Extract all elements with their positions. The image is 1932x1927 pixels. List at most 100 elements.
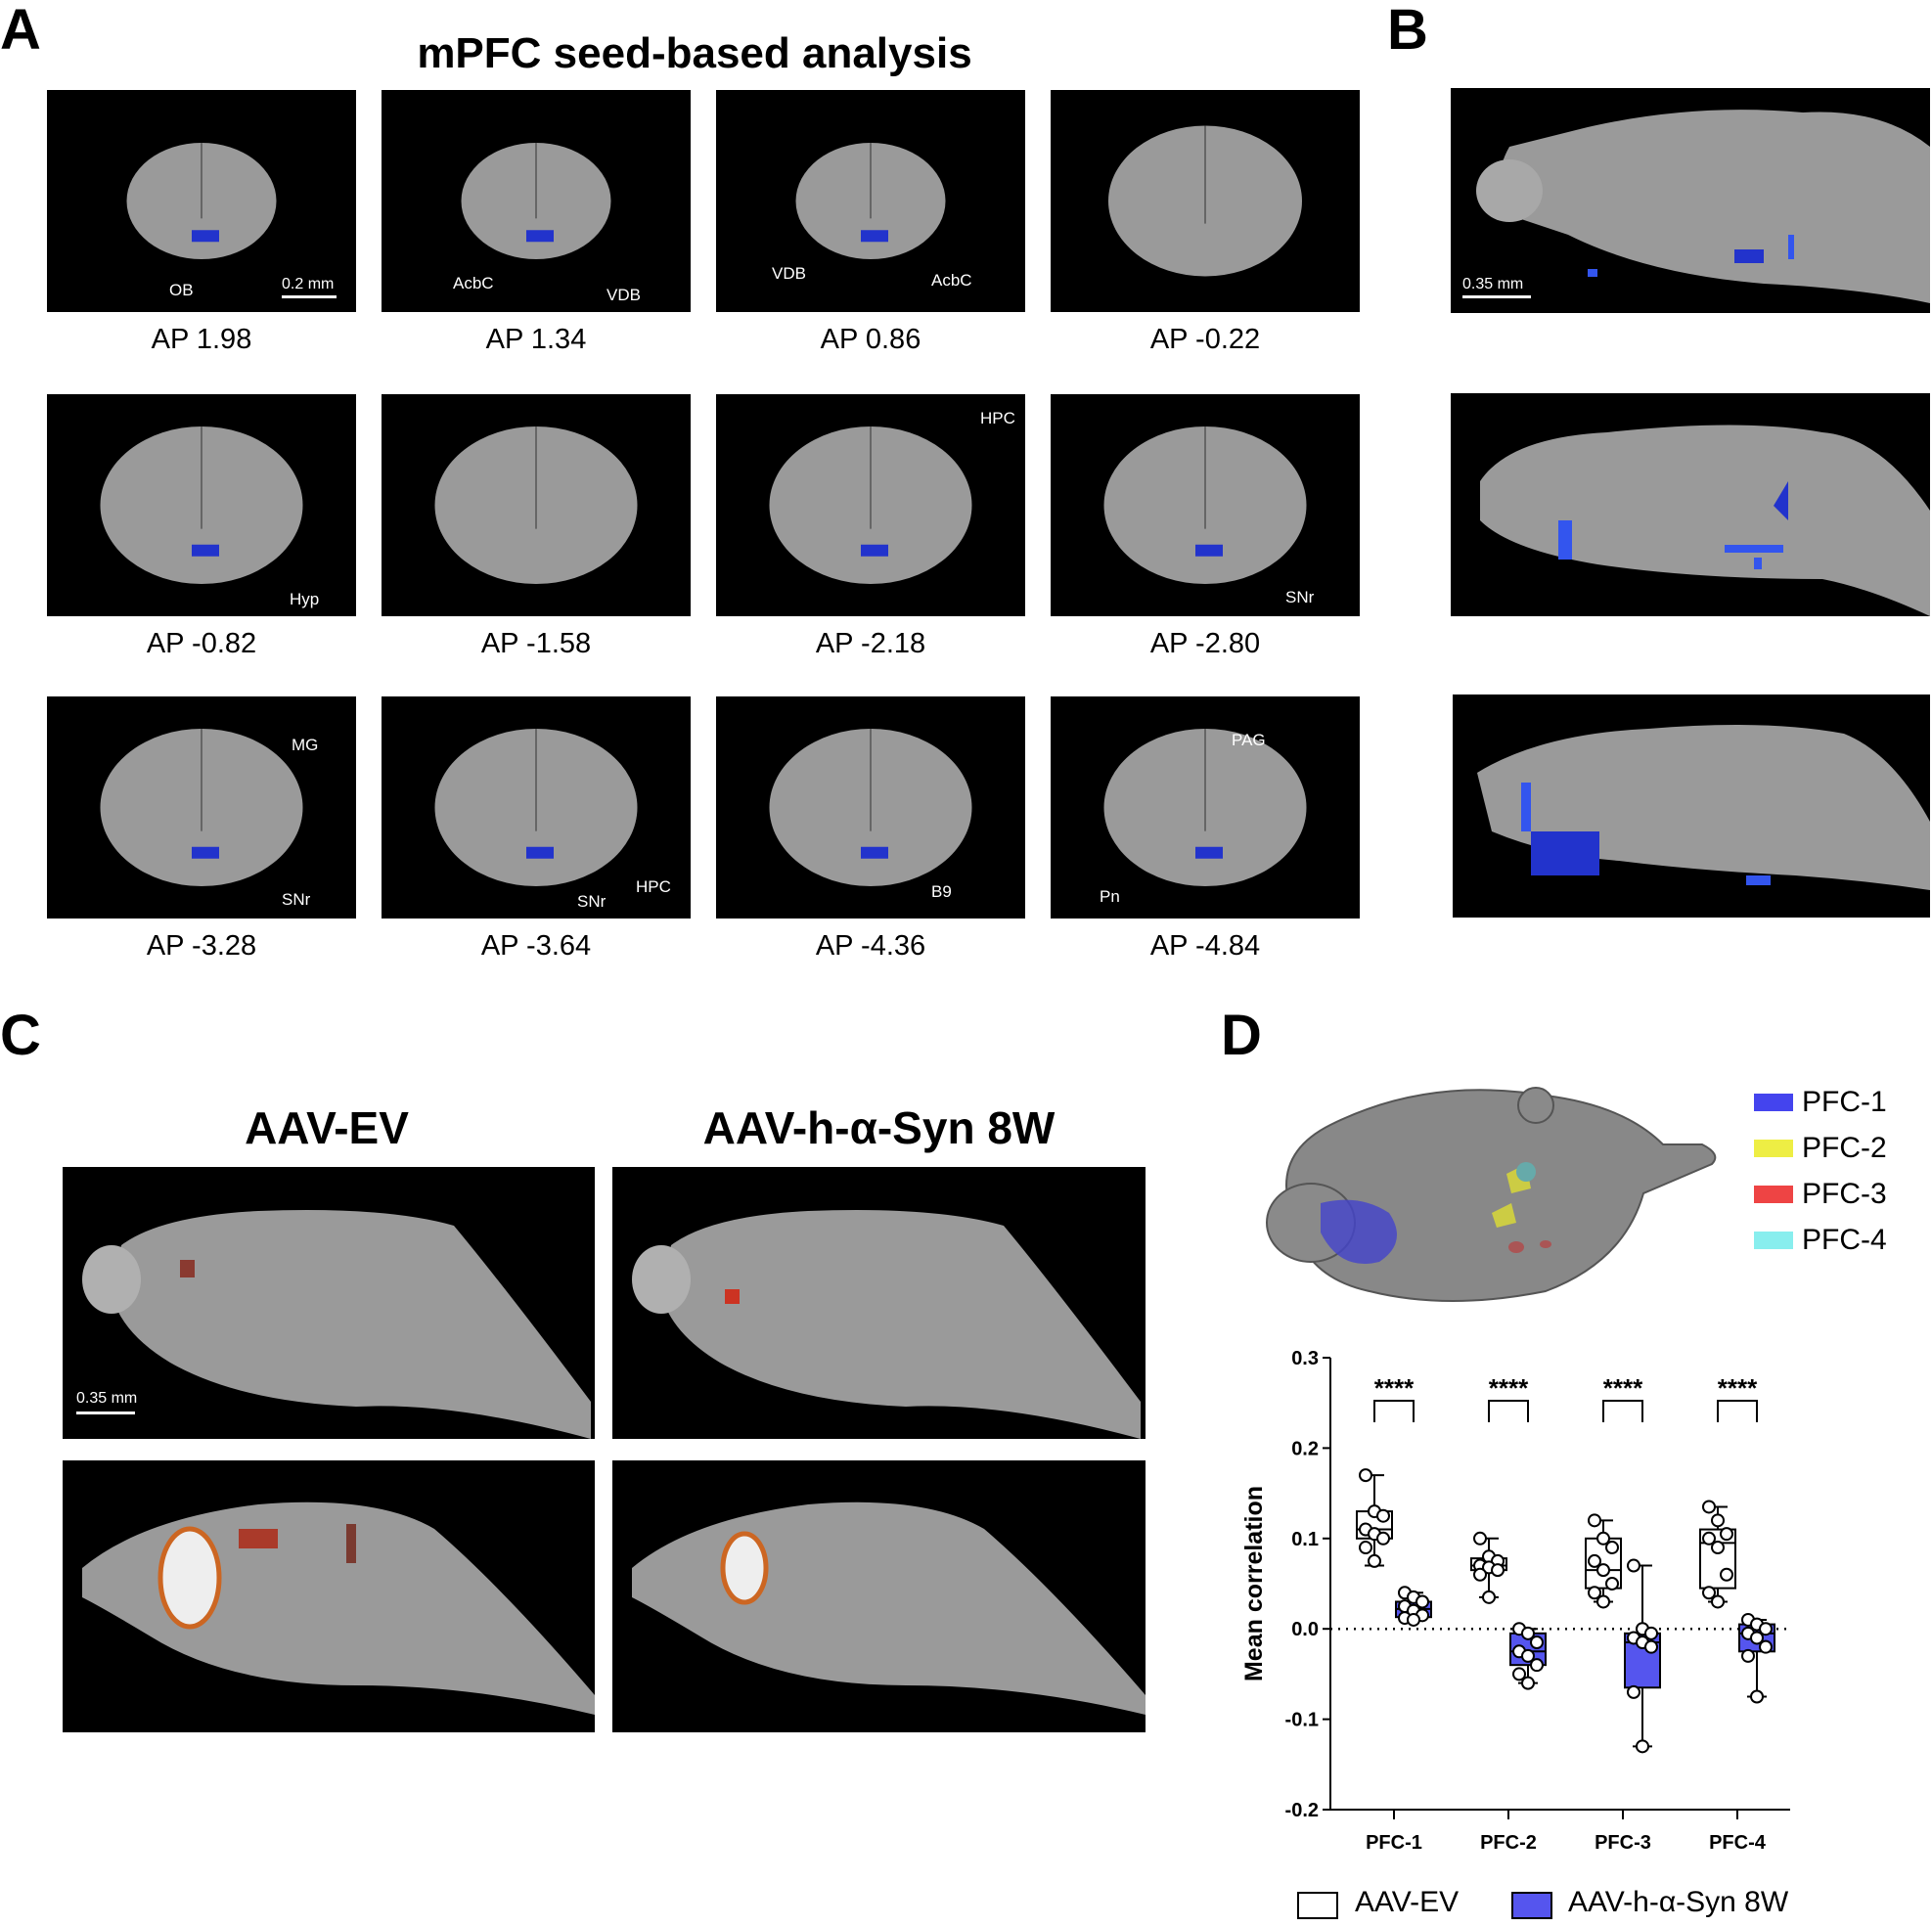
ap-coordinate-label: AP -4.36 <box>815 930 926 962</box>
coronal-slice-tile: HPC <box>716 394 1025 616</box>
significance-stars: **** <box>1374 1373 1415 1403</box>
data-point <box>1711 1594 1725 1609</box>
ap-coordinate-label: AP -0.82 <box>146 628 257 659</box>
data-point <box>1415 1594 1429 1609</box>
legend-label: PFC-4 <box>1802 1224 1887 1256</box>
data-point <box>1521 1626 1535 1640</box>
ap-coordinate-label: AP 0.86 <box>820 324 921 355</box>
ap-coordinate-label: AP -0.22 <box>1149 324 1261 355</box>
significance-bracket <box>1717 1400 1758 1422</box>
panel-c-ev-slice-2 <box>63 1460 595 1732</box>
data-point <box>1376 1531 1390 1546</box>
coronal-brain-image <box>1108 125 1302 277</box>
panel-letter-a: A <box>0 0 41 62</box>
scale-label: 0.35 mm <box>1462 276 1524 292</box>
panel-b-slice-3 <box>1453 695 1930 918</box>
coronal-brain-image <box>434 729 638 886</box>
data-point <box>1491 1563 1505 1578</box>
significance-stars: **** <box>1603 1373 1643 1403</box>
sagittal-brain-image <box>1480 425 1930 616</box>
data-point <box>1588 1586 1601 1600</box>
region-label: SNr <box>1285 588 1315 606</box>
x-tick-label: PFC-1 <box>1366 1832 1422 1854</box>
data-point <box>1596 1563 1610 1578</box>
y-tick-label: 0.2 <box>1291 1438 1319 1459</box>
data-point <box>1627 1684 1640 1699</box>
panel-letter-b: B <box>1387 0 1428 62</box>
coronal-slice-tile: Hyp <box>47 394 356 616</box>
sagittal-brain-image <box>82 1210 591 1439</box>
ap-coordinate-label: AP -2.80 <box>1149 628 1261 659</box>
activation-blob <box>526 846 554 859</box>
coronal-brain-image <box>100 729 303 886</box>
panel-letter-c: C <box>0 1004 41 1067</box>
data-point <box>1759 1622 1773 1636</box>
correlation-box-plot: -0.2 -0.1 0.0 0.1 0.2 0.3 Mean correlation PFC-… <box>1240 1348 1790 1854</box>
significance-stars: **** <box>1489 1373 1529 1403</box>
data-point <box>1720 1567 1733 1582</box>
scale-label: 0.35 mm <box>76 1390 138 1407</box>
data-point <box>1588 1553 1601 1568</box>
region-label: Hyp <box>290 590 320 608</box>
activation-blob <box>861 230 888 243</box>
activation-blob <box>1734 249 1764 263</box>
region-label: B9 <box>931 882 952 901</box>
bottom-legend-syn-label: AAV-h-α-Syn 8W <box>1568 1886 1789 1918</box>
panel-c-syn-slice-1 <box>612 1167 1146 1439</box>
legend-swatch <box>1754 1140 1793 1157</box>
activation-blob <box>1195 846 1223 859</box>
region-label: OB <box>169 281 194 299</box>
panel-c-syn-slice-2 <box>612 1460 1146 1732</box>
activation-blob <box>192 846 219 859</box>
coronal-slice-tile: OB 0.2 mm <box>47 90 356 312</box>
sagittal-brain-image <box>1476 110 1930 303</box>
coronal-brain-image <box>100 426 303 584</box>
coronal-brain-image <box>1103 729 1307 886</box>
ap-coordinate-label: AP -3.64 <box>480 930 592 962</box>
coronal-slice-tile: SNr HPC <box>382 696 691 919</box>
data-point <box>1596 1594 1610 1609</box>
ap-coordinate-label: AP 1.98 <box>151 324 252 355</box>
data-point <box>1530 1636 1544 1650</box>
data-point <box>1644 1639 1658 1654</box>
data-point <box>1702 1531 1716 1546</box>
legend-label: PFC-2 <box>1802 1132 1887 1164</box>
panel-c-left-title: AAV-EV <box>245 1102 409 1153</box>
coronal-slice-tile: AcbC VDB <box>382 90 691 312</box>
region-label: HPC <box>636 877 671 896</box>
coronal-brain-image <box>1103 426 1307 584</box>
data-point <box>1750 1631 1764 1645</box>
ap-coordinate-label: AP -3.28 <box>146 930 257 962</box>
data-point <box>1376 1508 1390 1523</box>
region-label: HPC <box>980 409 1015 427</box>
activation-blob <box>192 230 219 243</box>
ap-coordinate-label: AP 1.34 <box>485 324 587 355</box>
panel-b-slice-2 <box>1451 393 1930 616</box>
data-point <box>1596 1531 1610 1546</box>
significance-bracket <box>1488 1400 1529 1422</box>
data-point <box>1636 1739 1649 1754</box>
legend-label: PFC-1 <box>1802 1086 1887 1118</box>
data-point <box>1711 1541 1725 1555</box>
x-tick-label: PFC-4 <box>1709 1832 1767 1854</box>
scale-bar <box>282 295 337 298</box>
x-tick-label: PFC-3 <box>1595 1832 1651 1854</box>
data-point <box>1530 1658 1544 1673</box>
legend-swatch <box>1754 1186 1793 1203</box>
region-label: AcbC <box>453 274 494 292</box>
region-label: SNr <box>282 890 311 909</box>
coronal-brain-image <box>126 143 277 259</box>
significance-bracket <box>1602 1400 1643 1422</box>
region-label: PAG <box>1232 731 1266 749</box>
data-point <box>1702 1586 1716 1600</box>
data-point <box>1359 1541 1372 1555</box>
coronal-slice-tile: MG SNr <box>47 696 356 919</box>
bottom-legend-syn-swatch <box>1511 1892 1552 1919</box>
panel-b-slice-1: 0.35 mm <box>1451 88 1930 313</box>
region-label: Pn <box>1100 887 1120 906</box>
sagittal-brain-image <box>632 1501 1146 1715</box>
bottom-legend-ev-label: AAV-EV <box>1355 1886 1460 1918</box>
scale-bar <box>1462 295 1531 298</box>
brain-surface-render <box>1266 1087 1717 1302</box>
data-point <box>1605 1541 1619 1555</box>
